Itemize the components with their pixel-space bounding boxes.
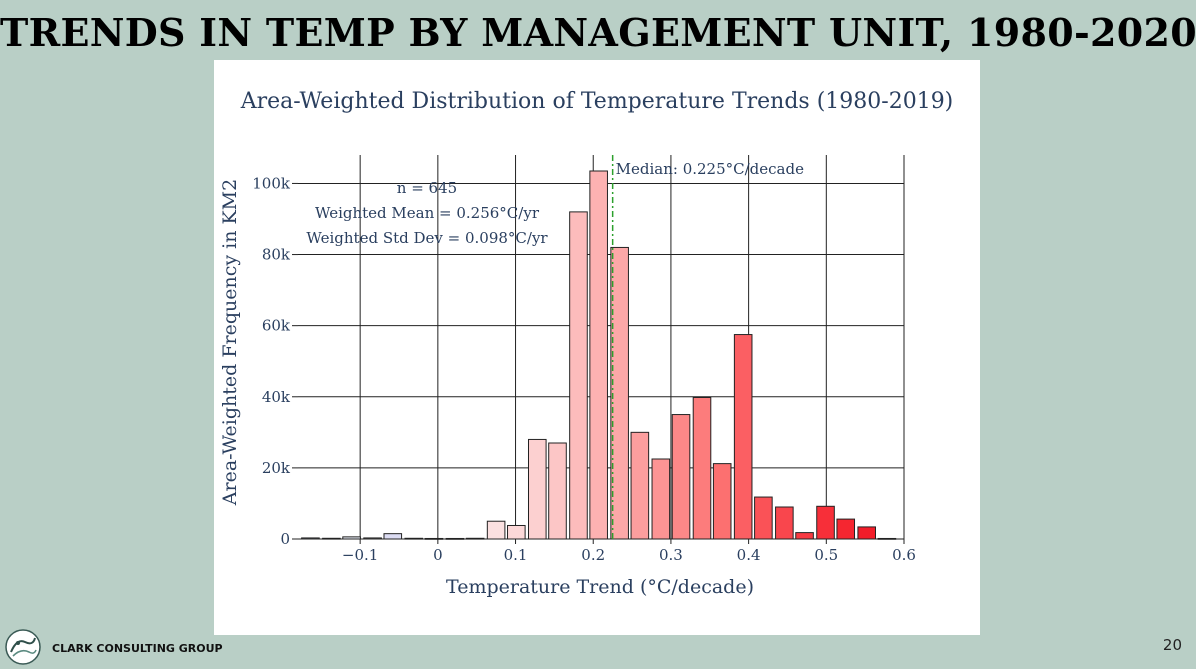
x-tick-label: 0 (433, 546, 443, 564)
stats-annotation: n = 645 Weighted Mean = 0.256°C/yr Weigh… (306, 179, 548, 247)
y-tick-label: 80k (262, 246, 291, 264)
x-axis-label: Temperature Trend (°C/decade) (446, 576, 754, 598)
company-name: CLARK CONSULTING GROUP (52, 642, 223, 655)
histogram-bar-17 (651, 458, 671, 540)
stats-std: Weighted Std Dev = 0.098°C/yr (306, 229, 548, 247)
x-tick-label: −0.1 (342, 546, 378, 564)
x-tick-label: 0.5 (814, 546, 838, 564)
histogram-bar-14 (589, 170, 608, 540)
histogram-bar-18 (671, 414, 691, 540)
median-label: Median: 0.225°C/decade (616, 160, 804, 178)
y-axis-label: Area-Weighted Frequency in KM2 (219, 179, 241, 506)
chart-title: Area-Weighted Distribution of Temperatur… (240, 89, 954, 114)
x-tick-label: 0.6 (892, 546, 916, 564)
histogram-bar-25 (816, 505, 835, 540)
histogram-bar-22 (754, 496, 773, 540)
histogram-bar-4 (383, 533, 403, 540)
x-tick-label: 0.1 (504, 546, 528, 564)
histogram-bar-20 (712, 463, 732, 540)
slide-title: TRENDS IN TEMP BY MANAGEMENT UNIT, 1980-… (0, 10, 1196, 55)
histogram-bar-16 (630, 431, 650, 540)
y-tick-label: 20k (262, 459, 291, 477)
histogram-bar-11 (527, 438, 547, 540)
histogram-bar-24 (795, 532, 814, 540)
histogram-bars (301, 170, 897, 540)
histogram-bar-13 (569, 211, 588, 540)
histogram-bar-15 (610, 246, 629, 540)
y-tick-label: 40k (262, 388, 291, 406)
y-tick-label: 100k (252, 174, 291, 192)
histogram-bar-21 (733, 334, 753, 540)
x-tick-label: 0.4 (737, 546, 761, 564)
histogram-bar-10 (507, 524, 526, 540)
histogram-bar-23 (775, 506, 794, 540)
histogram-bar-12 (548, 442, 567, 540)
x-tick-label: 0.3 (659, 546, 683, 564)
company-logo-icon (5, 629, 41, 665)
histogram-bar-19 (692, 396, 712, 540)
stats-n: n = 645 (397, 179, 457, 197)
page-number: 20 (1162, 636, 1182, 654)
chart-panel: Area-Weighted Distribution of Temperatur… (214, 60, 980, 635)
y-tick-label: 60k (262, 317, 291, 335)
histogram-chart: Area-Weighted Distribution of Temperatur… (219, 89, 954, 598)
histogram-bar-27 (857, 526, 877, 540)
histogram-bar-9 (486, 520, 506, 540)
y-tick-label: 0 (280, 530, 290, 548)
axes: −0.1 0 0.1 0.2 0.3 0.4 0.5 0.6 0 20k 40k 60k 80k 100k (252, 174, 916, 564)
median-marker: Median: 0.225°C/decade (611, 155, 804, 539)
histogram-bar-26 (836, 518, 856, 540)
x-tick-label: 0.2 (581, 546, 605, 564)
stats-mean: Weighted Mean = 0.256°C/yr (315, 204, 540, 222)
